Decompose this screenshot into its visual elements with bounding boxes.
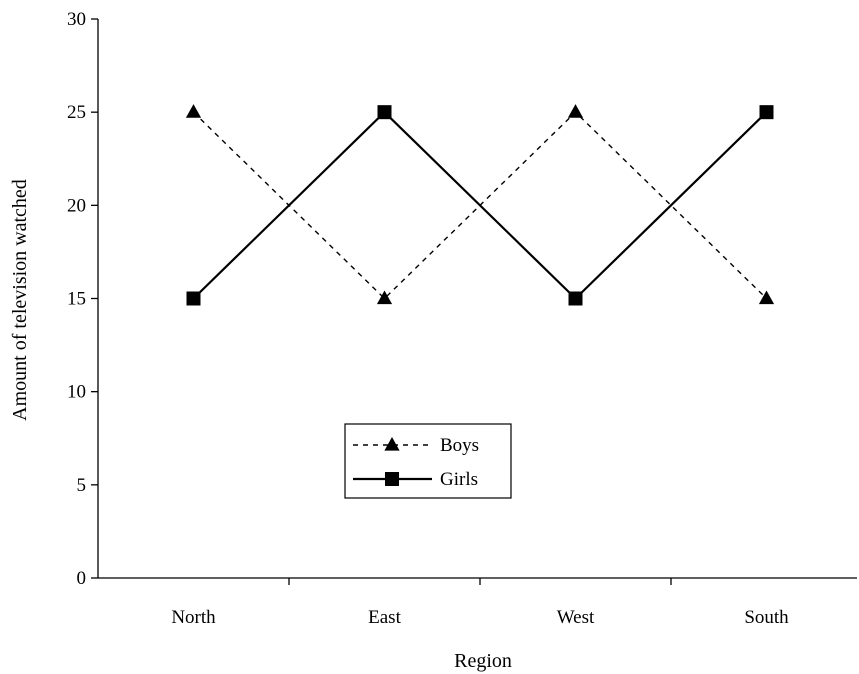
data-point-girls bbox=[186, 291, 201, 306]
legend: Boys Girls bbox=[344, 423, 512, 499]
y-tick-label: 20 bbox=[67, 195, 86, 216]
series-line-girls bbox=[192, 110, 768, 301]
y-tick-label: 0 bbox=[77, 568, 87, 589]
y-tick-label: 5 bbox=[77, 475, 87, 496]
legend-label-boys: Boys bbox=[440, 435, 479, 456]
data-point-girls bbox=[568, 291, 583, 306]
y-tick-label: 15 bbox=[67, 289, 86, 310]
series-layer bbox=[185, 104, 775, 306]
x-tick-label: West bbox=[557, 607, 595, 628]
x-tick-label: South bbox=[744, 607, 789, 628]
legend-marker-boys bbox=[384, 437, 400, 451]
series-girls bbox=[186, 105, 774, 306]
data-point-girls bbox=[759, 105, 774, 120]
data-point-boys bbox=[567, 104, 584, 118]
y-axis-title: Amount of television watched bbox=[9, 179, 31, 421]
x-axis-ticks: North East West South bbox=[171, 578, 789, 628]
data-point-boys bbox=[376, 290, 393, 305]
legend-label-girls: Girls bbox=[440, 469, 478, 490]
y-tick-label: 25 bbox=[67, 102, 86, 123]
legend-marker-girls bbox=[385, 472, 399, 486]
data-point-boys bbox=[758, 290, 775, 305]
x-axis-title: Region bbox=[454, 650, 512, 672]
y-axis-ticks: 0 5 10 15 20 25 30 bbox=[67, 9, 98, 589]
x-tick-label: North bbox=[171, 607, 216, 628]
legend-box bbox=[344, 423, 512, 499]
x-tick-label: East bbox=[368, 607, 401, 628]
data-point-boys bbox=[185, 104, 202, 118]
y-tick-label: 10 bbox=[67, 382, 86, 403]
data-point-girls bbox=[377, 105, 392, 120]
y-tick-label: 30 bbox=[67, 9, 86, 30]
